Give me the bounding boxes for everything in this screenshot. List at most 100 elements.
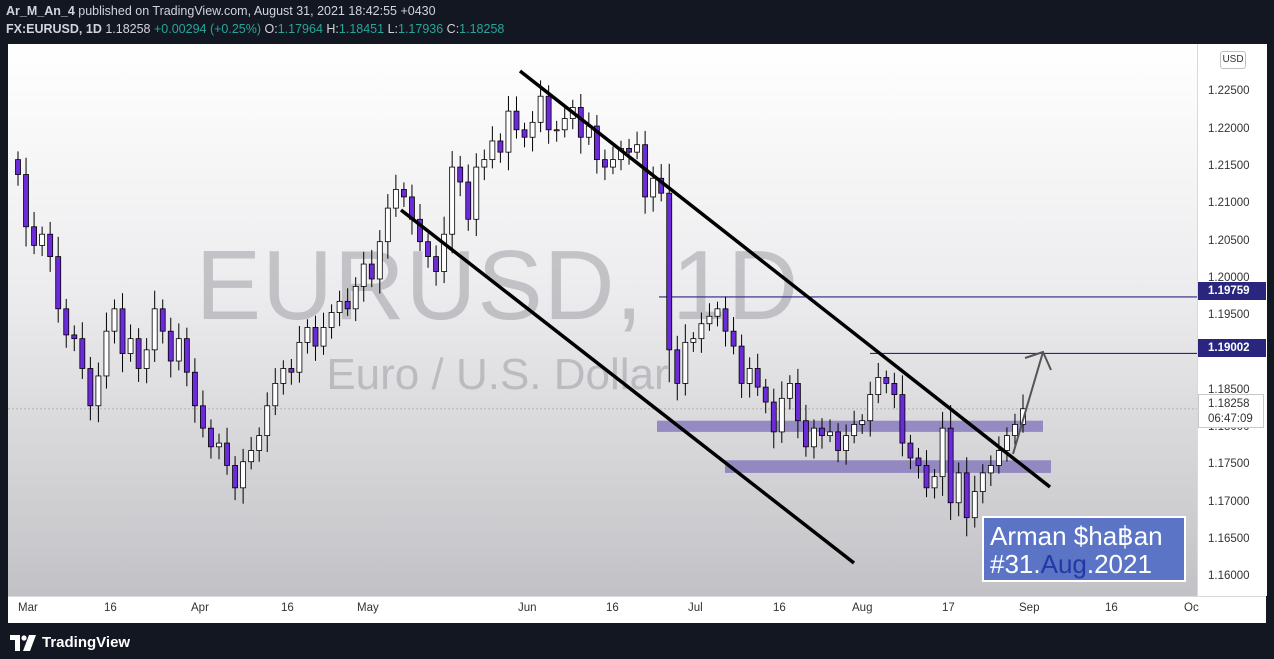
signature-box: Arman $ha฿an #31.Aug.2021 [982, 516, 1186, 582]
bearish-candle [368, 263, 375, 280]
bullish-candle [706, 315, 713, 325]
support-zone [657, 420, 1043, 432]
bearish-candle [803, 420, 809, 448]
bullish-candle [95, 375, 102, 407]
bearish-candle [433, 256, 439, 272]
price-tick-label: 1.20500 [1208, 234, 1250, 247]
high-value: 1.18451 [338, 22, 385, 36]
chart-plot-area[interactable]: EURUSD, 1D Euro / U.S. Dollar Arman $ha฿… [8, 44, 1197, 596]
bearish-candle [722, 308, 729, 332]
bullish-candle [103, 330, 110, 377]
time-tick-label: Apr [191, 602, 209, 614]
bullish-candle [682, 341, 689, 384]
bearish-candle [167, 330, 174, 362]
chart-svg [8, 69, 1197, 565]
bullish-candle [955, 472, 962, 504]
price-tick-label: 1.16500 [1208, 533, 1250, 546]
bullish-candle [264, 405, 271, 437]
bearish-candle [232, 465, 238, 489]
bullish-candle [746, 368, 753, 384]
bullish-candle [827, 431, 833, 437]
bearish-candle [135, 338, 142, 369]
bullish-candle [256, 435, 263, 451]
bearish-candle [730, 330, 737, 347]
price-tick-label: 1.20000 [1208, 271, 1250, 284]
bearish-candle [200, 405, 206, 429]
bearish-candle [288, 368, 295, 373]
publish-date: published on TradingView.com, August 31,… [74, 4, 436, 18]
bullish-candle [127, 338, 134, 354]
bearish-candle [63, 308, 70, 336]
currency-label[interactable]: USD [1220, 51, 1246, 69]
channel-lower-line [399, 208, 856, 565]
bearish-candle [947, 427, 954, 504]
bearish-candle [401, 189, 407, 198]
chart-header: Ar_M_An_4 published on TradingView.com, … [0, 0, 1274, 42]
bar-countdown: 06:47:09 [1208, 413, 1253, 425]
bearish-candle [907, 442, 914, 459]
bearish-candle [883, 377, 890, 384]
bearish-candle [312, 327, 319, 347]
signature-date-day: #31. [990, 549, 1041, 579]
bullish-candle [39, 233, 46, 246]
bullish-candle [320, 327, 327, 347]
bearish-candle [666, 192, 673, 351]
bearish-candle [71, 334, 78, 340]
bearish-candle [521, 129, 528, 138]
time-tick-label: Jun [518, 602, 537, 614]
bullish-candle [690, 338, 697, 343]
signature-date-year: .2021 [1086, 549, 1152, 579]
tradingview-logo-icon [10, 634, 36, 651]
bearish-candle [593, 125, 600, 161]
open-label: O: [264, 22, 278, 36]
time-tick-label: Mar [18, 602, 38, 614]
bearish-candle [577, 107, 584, 138]
bullish-candle [240, 461, 247, 489]
bullish-candle [280, 368, 287, 384]
bullish-candle [931, 476, 938, 489]
bullish-candle [786, 383, 793, 399]
price-tick-label: 1.21000 [1208, 197, 1250, 210]
bearish-candle [183, 338, 190, 373]
bullish-candle [939, 427, 946, 478]
price-tick-label: 1.17000 [1208, 495, 1250, 508]
bearish-candle [754, 368, 761, 388]
bearish-candle [835, 431, 841, 451]
bearish-candle [545, 95, 552, 131]
bearish-candle [770, 401, 777, 433]
footer: TradingView [0, 626, 1274, 659]
bullish-candle [553, 129, 560, 132]
bullish-candle [111, 308, 118, 332]
time-axis[interactable]: Mar 16 Apr 16 May Jun 16 Jul 16 Aug 17 Sep 16 Oc [8, 596, 1266, 623]
signature-name: Arman $ha฿an [990, 521, 1163, 551]
bullish-candle [778, 397, 785, 433]
bearish-candle [794, 383, 801, 422]
symbol-label[interactable]: FX:EURUSD, 1D [6, 22, 102, 36]
bearish-candle [15, 159, 21, 175]
channel-upper-line [518, 69, 1052, 489]
bullish-candle [1012, 424, 1018, 437]
author-name[interactable]: Ar_M_An_4 [6, 4, 75, 18]
bearish-candle [819, 427, 825, 437]
bullish-candle [971, 491, 978, 519]
bullish-candle [610, 159, 616, 168]
low-label: L: [387, 22, 398, 36]
bullish-candle [352, 286, 359, 310]
current-price: 1.18258 [1208, 398, 1250, 410]
bearish-candle [119, 308, 126, 354]
bullish-candle [449, 166, 456, 235]
bearish-candle [762, 386, 769, 403]
bullish-candle [875, 377, 882, 395]
bearish-candle [626, 148, 632, 153]
time-tick-label: Oc [1184, 602, 1199, 614]
bullish-candle [360, 263, 367, 287]
bullish-candle [851, 424, 858, 437]
bullish-candle [505, 110, 512, 153]
bearish-candle [513, 110, 520, 131]
price-tick-label: 1.18500 [1208, 383, 1250, 396]
projection-arrow-head [1024, 350, 1052, 371]
bearish-candle [915, 457, 922, 466]
tradingview-logo[interactable]: TradingView [10, 634, 130, 651]
time-tick-label: 17 [942, 602, 955, 614]
price-axis[interactable]: USD 1.22500 1.22000 1.21500 1.21000 1.20500 1… [1197, 44, 1267, 596]
